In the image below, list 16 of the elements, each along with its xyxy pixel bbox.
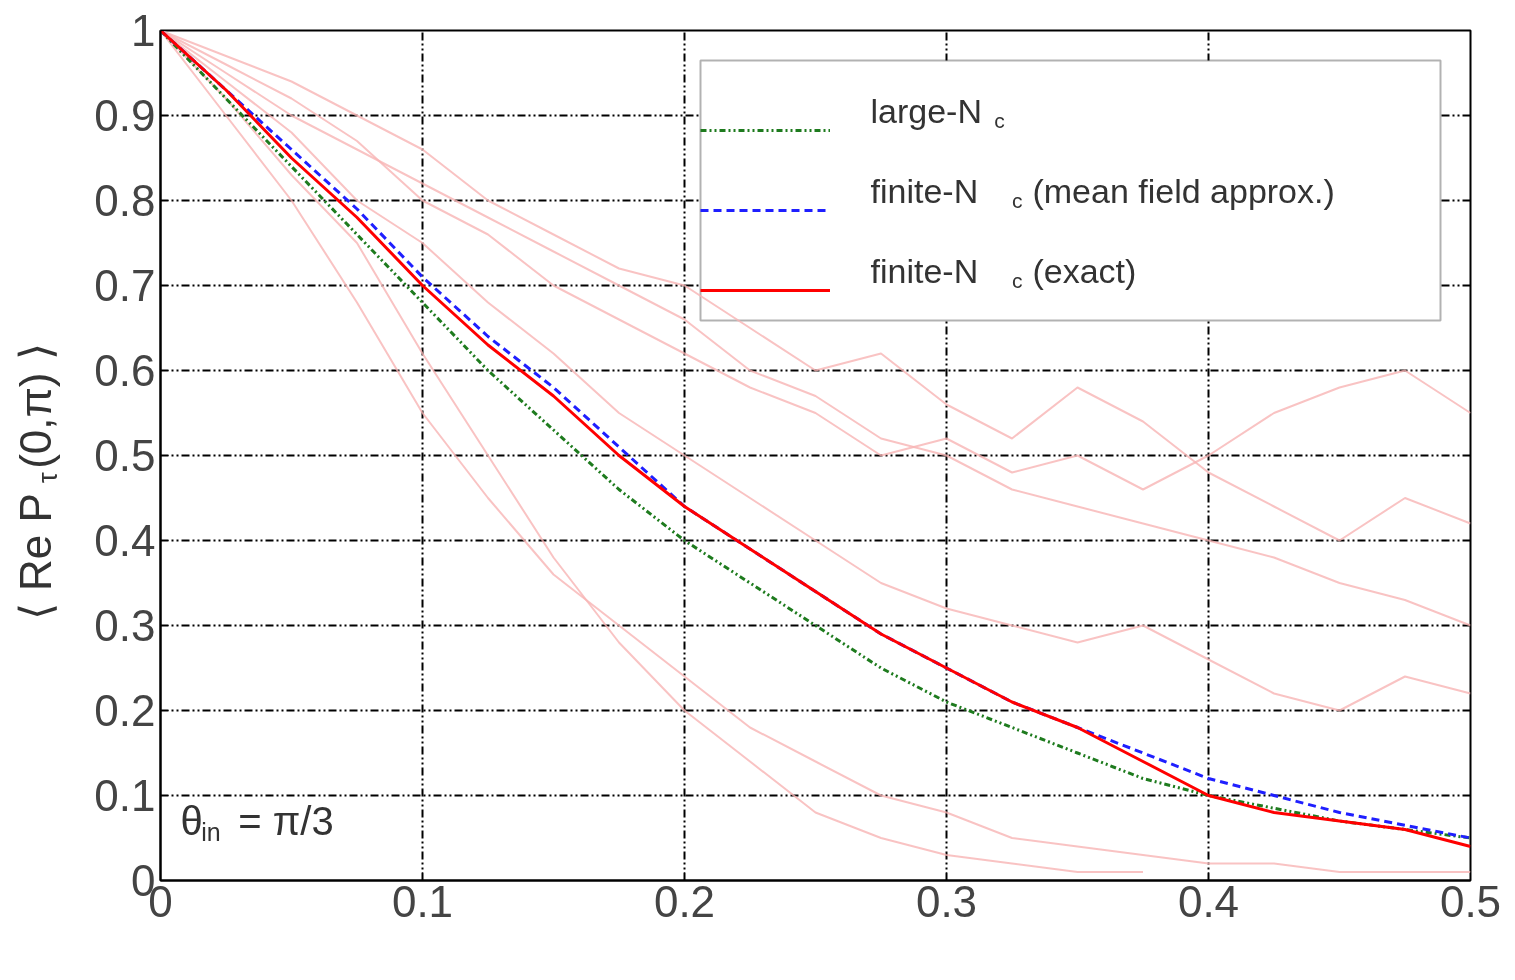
y-tick-label: 0.2 <box>94 686 156 735</box>
y-tick-label: 0.6 <box>94 346 156 395</box>
y-axis-title: ⟨ Re Pτ(0,π) ⟩ <box>11 343 63 621</box>
y-tick-label: 0.4 <box>94 516 156 565</box>
x-tick-label: 0.2 <box>653 876 716 926</box>
y-tick-label: 0.9 <box>94 91 156 140</box>
y-tick-label: 0.7 <box>94 261 156 310</box>
y-tick-label: 1 <box>131 6 156 55</box>
y-tick-label: 0.5 <box>94 431 156 480</box>
x-tick-label: 0.4 <box>1177 876 1240 926</box>
y-tick-label: 0.3 <box>94 601 156 650</box>
x-tick-label: 0.5 <box>1439 876 1502 926</box>
x-tick-label: 0.3 <box>915 876 978 926</box>
y-tick-label: 0.1 <box>94 771 156 820</box>
x-tick-label: 0.1 <box>391 876 454 926</box>
y-tick-label: 0.8 <box>94 176 156 225</box>
